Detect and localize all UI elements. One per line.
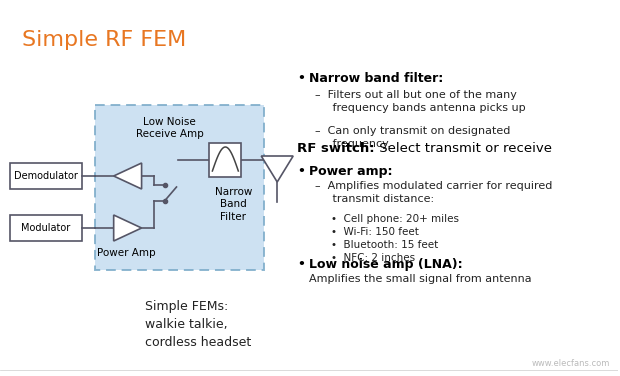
Text: Low Noise
Receive Amp: Low Noise Receive Amp <box>136 117 203 139</box>
Text: –  Amplifies modulated carrier for required
     transmit distance:: – Amplifies modulated carrier for requir… <box>315 181 552 204</box>
Text: Low noise amp (LNA):: Low noise amp (LNA): <box>309 258 463 271</box>
Text: •  Bluetooth: 15 feet: • Bluetooth: 15 feet <box>331 240 438 250</box>
Text: Power amp:: Power amp: <box>309 165 392 178</box>
FancyBboxPatch shape <box>210 143 241 177</box>
Text: •: • <box>297 72 305 85</box>
Text: Power Amp: Power Amp <box>97 248 156 258</box>
FancyBboxPatch shape <box>10 215 82 241</box>
Text: •: • <box>297 165 305 178</box>
Text: Narrow
Band
Filter: Narrow Band Filter <box>215 187 252 222</box>
FancyBboxPatch shape <box>95 105 264 270</box>
Text: Simple RF FEM: Simple RF FEM <box>22 30 186 50</box>
Text: •: • <box>297 258 305 271</box>
Text: www.elecfans.com: www.elecfans.com <box>532 359 610 368</box>
FancyBboxPatch shape <box>10 163 82 189</box>
Text: Amplifies the small signal from antenna: Amplifies the small signal from antenna <box>309 274 532 284</box>
Text: Narrow band filter:: Narrow band filter: <box>309 72 443 85</box>
Polygon shape <box>113 215 141 241</box>
Text: Modulator: Modulator <box>21 223 71 233</box>
Text: RF switch:: RF switch: <box>297 142 374 155</box>
Text: Simple FEMs:
walkie talkie,
cordless headset: Simple FEMs: walkie talkie, cordless hea… <box>144 300 251 349</box>
Polygon shape <box>113 163 141 189</box>
Text: •  Cell phone: 20+ miles: • Cell phone: 20+ miles <box>331 214 459 224</box>
Polygon shape <box>261 156 293 182</box>
Text: •  Wi-Fi: 150 feet: • Wi-Fi: 150 feet <box>331 227 419 237</box>
Text: –  Can only transmit on designated
     frequency.: – Can only transmit on designated freque… <box>315 126 510 149</box>
Text: •  NFC: 2 inches: • NFC: 2 inches <box>331 253 415 263</box>
Text: –  Filters out all but one of the many
     frequency bands antenna picks up: – Filters out all but one of the many fr… <box>315 90 526 113</box>
Text: Demodulator: Demodulator <box>14 171 78 181</box>
Text: Select transmit or receive: Select transmit or receive <box>375 142 552 155</box>
